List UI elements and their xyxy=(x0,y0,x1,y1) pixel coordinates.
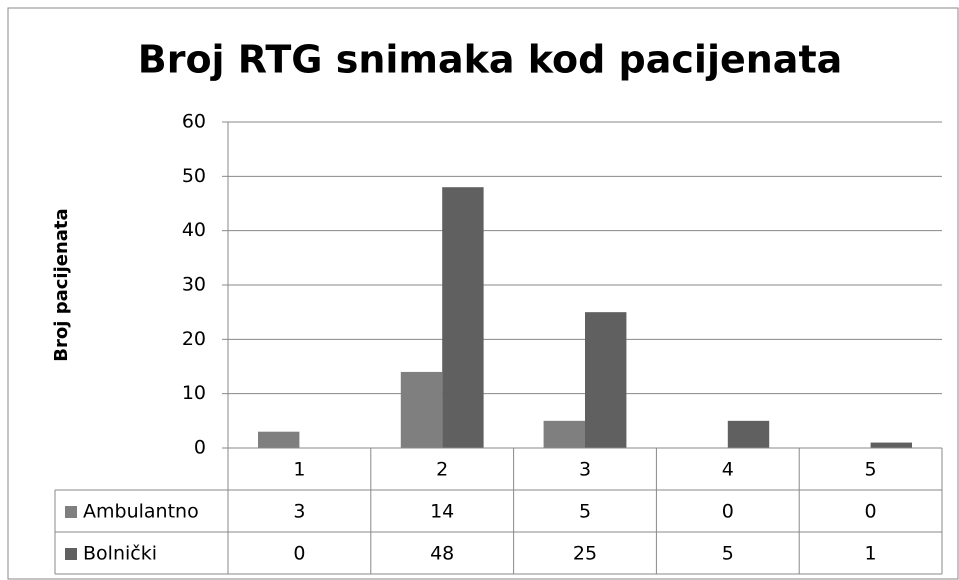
y-axis-title: Broj pacijenata xyxy=(51,208,72,361)
table-value: 48 xyxy=(430,543,454,565)
table-value: 3 xyxy=(293,501,305,523)
y-tick-label: 60 xyxy=(182,111,206,133)
y-tick-label: 20 xyxy=(182,328,206,350)
x-tick-label: 2 xyxy=(436,459,448,481)
legend-swatch xyxy=(65,506,77,518)
y-tick-label: 0 xyxy=(194,437,206,459)
table-value: 5 xyxy=(579,501,591,523)
bar xyxy=(870,442,913,448)
x-tick-label: 3 xyxy=(579,459,591,481)
table-value: 14 xyxy=(430,501,454,523)
y-tick-label: 10 xyxy=(182,382,206,404)
legend-label: Ambulantno xyxy=(83,501,199,523)
bar xyxy=(257,431,300,448)
legend-swatch xyxy=(65,548,77,560)
table-value: 5 xyxy=(722,543,734,565)
x-tick-label: 5 xyxy=(865,459,877,481)
table-value: 0 xyxy=(865,501,877,523)
x-tick-label: 4 xyxy=(722,459,734,481)
table-value: 0 xyxy=(293,543,305,565)
legend-label: Bolnički xyxy=(83,543,157,565)
table-value: 1 xyxy=(865,543,877,565)
x-tick-label: 1 xyxy=(293,459,305,481)
bar xyxy=(400,371,443,448)
bar xyxy=(585,312,627,448)
y-tick-label: 40 xyxy=(182,219,206,241)
chart-title: Broj RTG snimaka kod pacijenata xyxy=(138,38,843,82)
bar xyxy=(727,420,770,448)
table-value: 25 xyxy=(573,543,597,565)
y-tick-label: 50 xyxy=(182,165,206,187)
bar xyxy=(442,187,484,448)
y-tick-label: 30 xyxy=(182,274,206,296)
bar xyxy=(543,420,585,448)
table-value: 0 xyxy=(722,501,734,523)
